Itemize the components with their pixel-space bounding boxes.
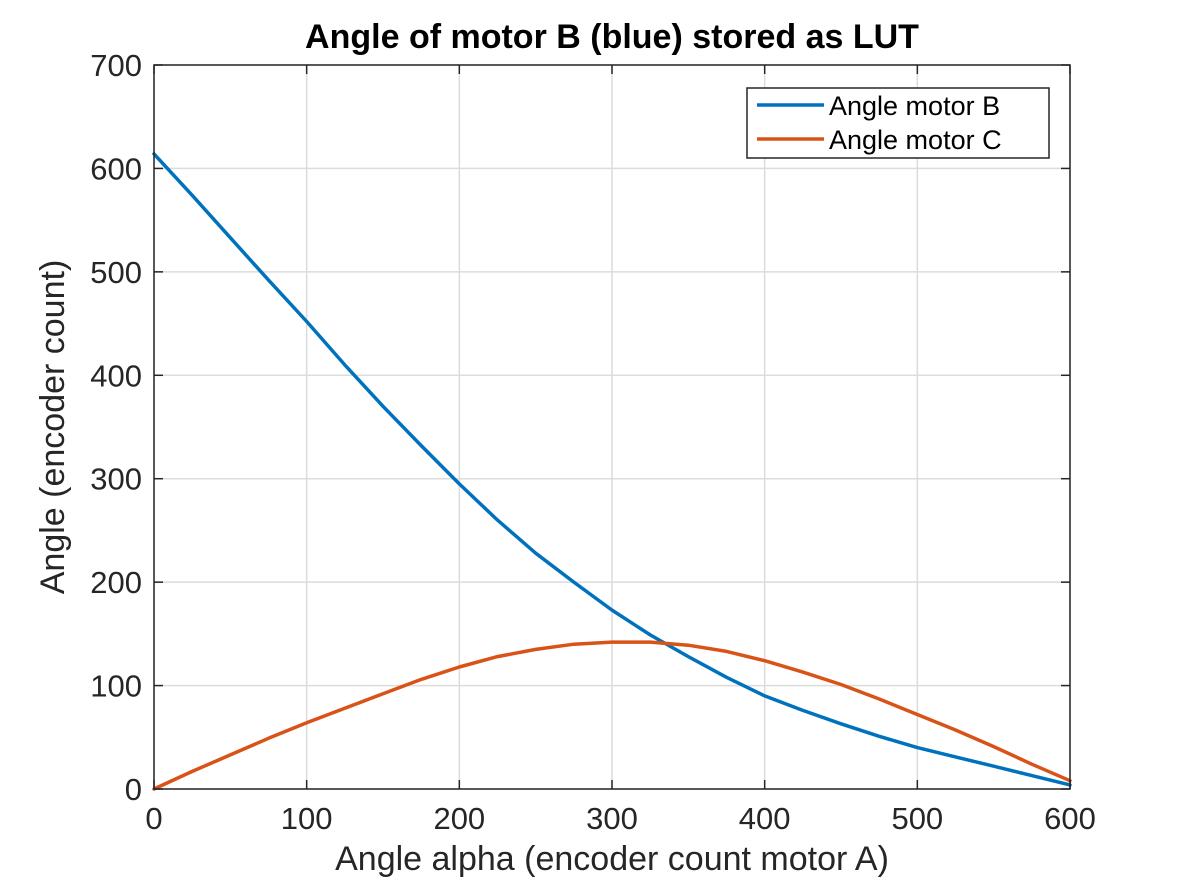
y-tick-label: 400 — [90, 358, 142, 393]
y-tick-label: 600 — [90, 151, 142, 186]
series-line-motor-c — [152, 640, 1072, 791]
ticks — [153, 64, 1071, 790]
y-tick-label: 700 — [90, 48, 142, 83]
legend-box — [746, 87, 1050, 159]
y-tick-label: 100 — [90, 669, 142, 704]
y-tick-label: 0 — [125, 772, 142, 807]
y-axis-title: Angle (encoder count) — [34, 260, 72, 595]
legend: Angle motor B Angle motor C — [746, 87, 1050, 159]
legend-label-motor-b: Angle motor B — [829, 91, 1000, 121]
series-line-motor-b — [152, 152, 1072, 787]
x-tick-label: 200 — [433, 801, 485, 836]
y-tick-label: 200 — [90, 565, 142, 600]
chart-title: Angle of motor B (blue) stored as LUT — [305, 18, 919, 56]
y-tick-label: 500 — [90, 255, 142, 290]
x-tick-label: 100 — [281, 801, 333, 836]
tick-labels: 0 100 200 300 400 500 600 0 100 200 300 400 500 600 70… — [90, 48, 1096, 836]
x-tick-label: 600 — [1044, 801, 1096, 836]
legend-label-motor-c: Angle motor C — [829, 125, 1002, 155]
x-tick-label: 500 — [891, 801, 943, 836]
y-tick-label: 300 — [90, 462, 142, 497]
series-layer — [152, 152, 1072, 791]
x-tick-label: 300 — [586, 801, 638, 836]
x-tick-label: 0 — [145, 801, 162, 836]
x-axis-title: Angle alpha (encoder count motor A) — [335, 840, 889, 878]
x-tick-label: 400 — [739, 801, 791, 836]
